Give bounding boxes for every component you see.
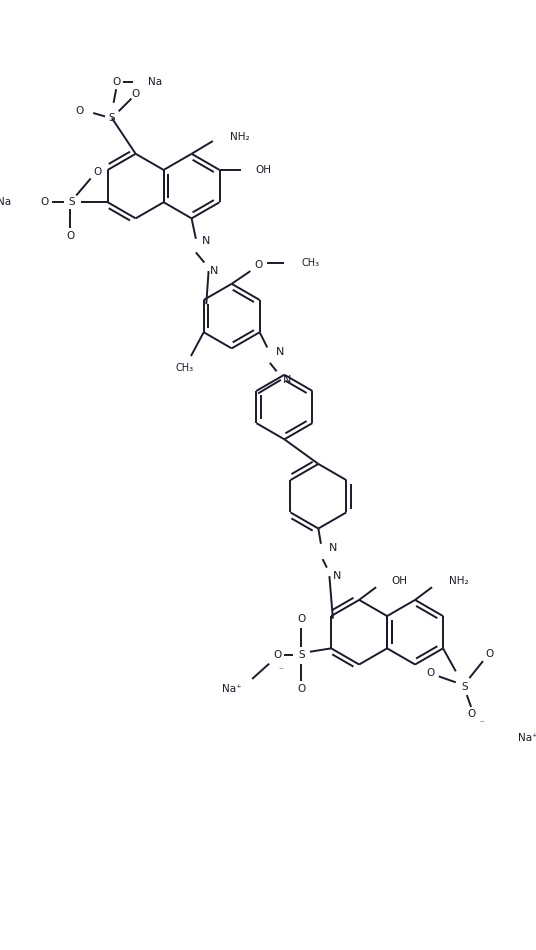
Text: NH₂: NH₂ (230, 132, 249, 142)
Text: ⁻: ⁻ (279, 666, 284, 674)
Text: CH₃: CH₃ (176, 363, 194, 373)
Text: N: N (202, 237, 210, 246)
Text: OH: OH (391, 577, 407, 586)
Text: N: N (276, 347, 284, 357)
Text: Na: Na (0, 198, 11, 207)
Text: Na: Na (147, 77, 162, 87)
Text: S: S (69, 198, 76, 207)
Text: O: O (297, 615, 306, 624)
Text: N: N (210, 266, 219, 276)
Text: O: O (486, 649, 494, 659)
Text: O: O (93, 166, 102, 177)
Text: N: N (329, 543, 337, 553)
Text: S: S (461, 681, 467, 692)
Text: ⁻: ⁻ (479, 719, 483, 729)
Text: S: S (298, 650, 305, 660)
Text: O: O (131, 89, 140, 100)
Text: Na⁺: Na⁺ (222, 684, 242, 694)
Text: O: O (467, 709, 475, 719)
Text: O: O (76, 106, 84, 116)
Text: O: O (426, 668, 434, 678)
Text: Na⁺: Na⁺ (518, 732, 536, 743)
Text: O: O (41, 198, 49, 207)
Text: CH₃: CH₃ (301, 257, 319, 268)
Text: N: N (333, 571, 341, 581)
Text: NH₂: NH₂ (449, 577, 468, 586)
Text: O: O (297, 684, 306, 694)
Text: O: O (66, 231, 75, 241)
Text: O: O (112, 77, 120, 87)
Text: O: O (273, 650, 282, 660)
Text: O: O (255, 260, 263, 270)
Text: OH: OH (255, 165, 271, 175)
Text: N: N (282, 375, 291, 385)
Text: S: S (109, 113, 115, 124)
